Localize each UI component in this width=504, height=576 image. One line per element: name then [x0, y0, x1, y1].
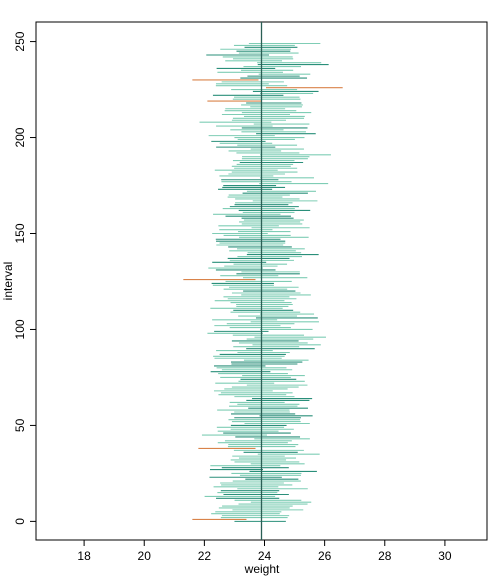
y-tick-label: 150 — [13, 223, 27, 243]
y-axis-title: interval — [1, 262, 15, 301]
y-axis: 0 50 100 150 200 250 — [13, 31, 36, 525]
x-axis-title: weight — [244, 562, 280, 576]
x-tick-label: 22 — [198, 549, 212, 563]
y-tick-label: 0 — [13, 518, 27, 525]
x-tick-label: 18 — [77, 549, 91, 563]
y-tick-label: 250 — [13, 31, 27, 51]
x-tick-label: 28 — [378, 549, 392, 563]
x-tick-label: 24 — [258, 549, 272, 563]
y-tick-label: 200 — [13, 127, 27, 147]
y-tick-label: 50 — [13, 418, 27, 432]
x-tick-label: 20 — [138, 549, 152, 563]
x-tick-label: 30 — [438, 549, 452, 563]
y-tick-label: 100 — [13, 319, 27, 339]
x-axis: 18 20 22 24 26 28 30 — [77, 540, 452, 563]
x-tick-label: 26 — [318, 549, 332, 563]
interval-lines — [183, 42, 343, 522]
